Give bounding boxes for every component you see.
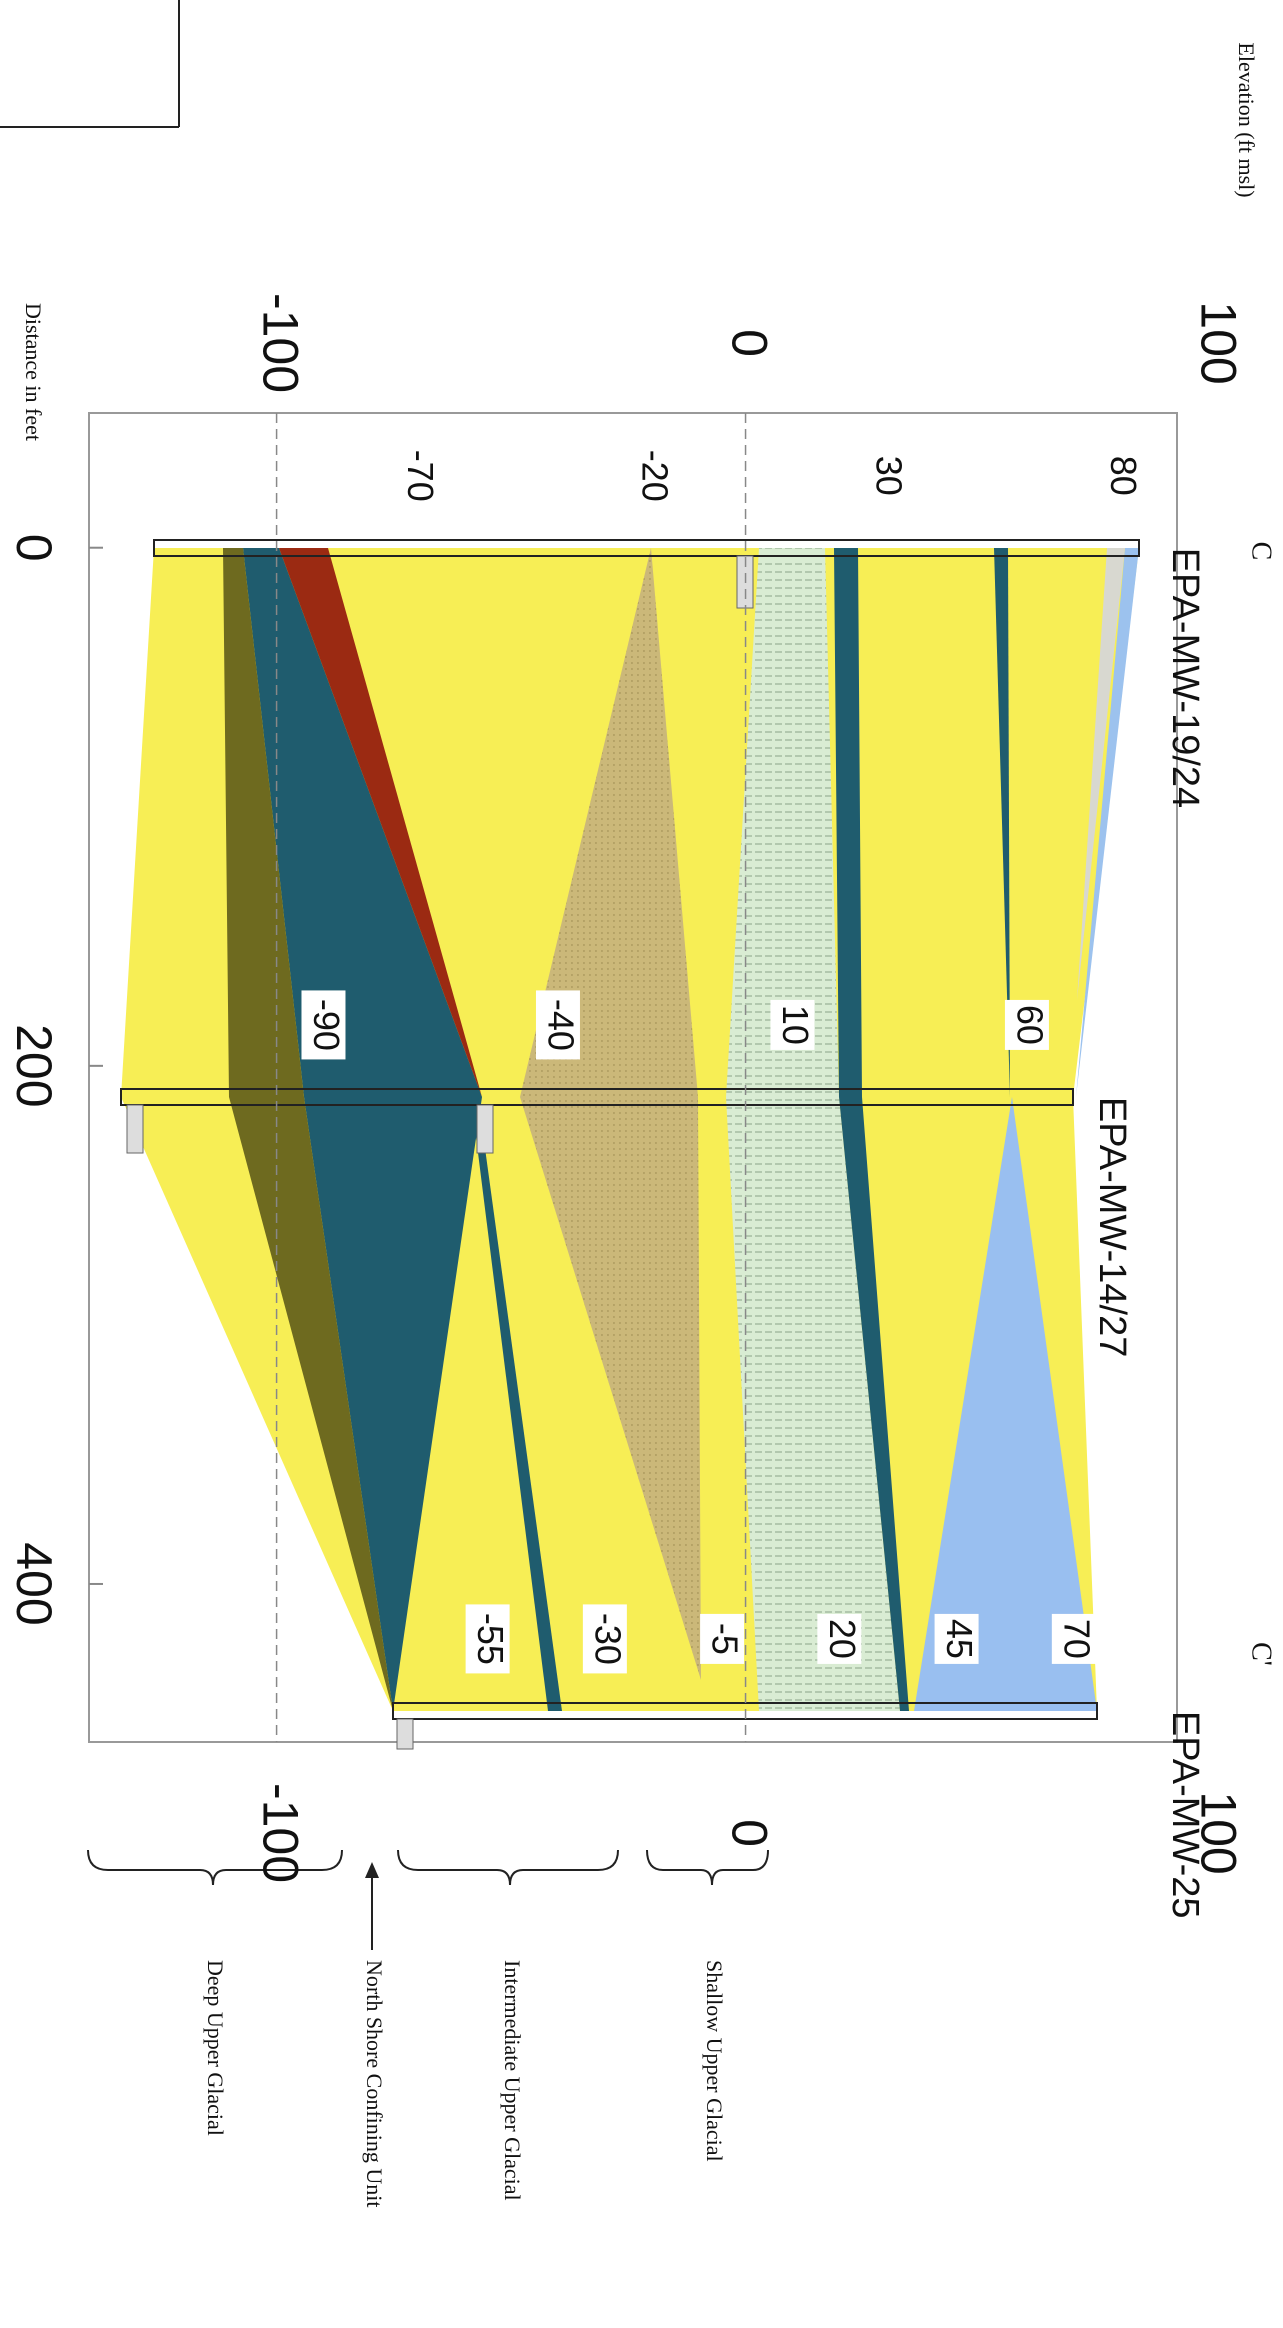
elevation-label: 20	[822, 1619, 863, 1659]
elevation-label: 80	[1103, 456, 1144, 496]
x-tick-label: 400	[6, 1542, 62, 1625]
bracket	[647, 1850, 768, 1885]
well-name: EPA-MW-19/24	[1164, 548, 1206, 808]
unit-label: Deep Upper Glacial	[203, 1960, 228, 2136]
y-tick-label: -100	[252, 293, 308, 393]
elevation-label: -70	[400, 450, 441, 502]
well-name: EPA-MW-25	[1164, 1711, 1206, 1919]
unit-label: Shallow Upper Glacial	[702, 1960, 727, 2162]
elevation-label: -5	[705, 1623, 746, 1655]
bracket	[398, 1850, 618, 1885]
y-tick-label: 0	[721, 329, 777, 357]
x-tick-label: 200	[6, 1024, 62, 1107]
well-screen	[397, 1719, 413, 1749]
well-screen	[127, 1105, 143, 1153]
elevation-label: -55	[470, 1613, 511, 1665]
elevation-label: -30	[587, 1613, 628, 1665]
elevation-label: 30	[869, 456, 910, 496]
y-tick-label: 100	[1190, 301, 1246, 384]
elevation-label: 45	[939, 1619, 980, 1659]
x-axis-label: Distance in feet	[21, 303, 46, 441]
elevation-label: 70	[1056, 1619, 1097, 1659]
elevation-label: 10	[775, 1005, 816, 1045]
elevation-label: -90	[306, 999, 347, 1051]
elevation-label: -40	[540, 999, 581, 1051]
y-tick-label: -100	[252, 1783, 308, 1883]
cross-section-page: Elevation (ft msl) Distance in feet C C'…	[0, 0, 1283, 2328]
y-tick-label: 0	[721, 1819, 777, 1847]
rotated-section: Elevation (ft msl) Distance in feet C C'…	[0, 0, 1277, 2208]
x-tick-label: 0	[6, 534, 62, 562]
elevation-label: 60	[1009, 1005, 1050, 1045]
unit-label: Intermediate Upper Glacial	[500, 1960, 525, 2201]
arrow-head	[365, 1862, 379, 1878]
section-end: C'	[1246, 1642, 1277, 1666]
unit-label: North Shore Confining Unit	[362, 1960, 387, 2208]
section-start: C	[1246, 542, 1277, 561]
well-screen	[477, 1105, 493, 1153]
y-axis-label: Elevation (ft msl)	[1234, 42, 1259, 197]
well-name: EPA-MW-14/27	[1091, 1097, 1133, 1357]
elevation-label: -20	[634, 450, 675, 502]
